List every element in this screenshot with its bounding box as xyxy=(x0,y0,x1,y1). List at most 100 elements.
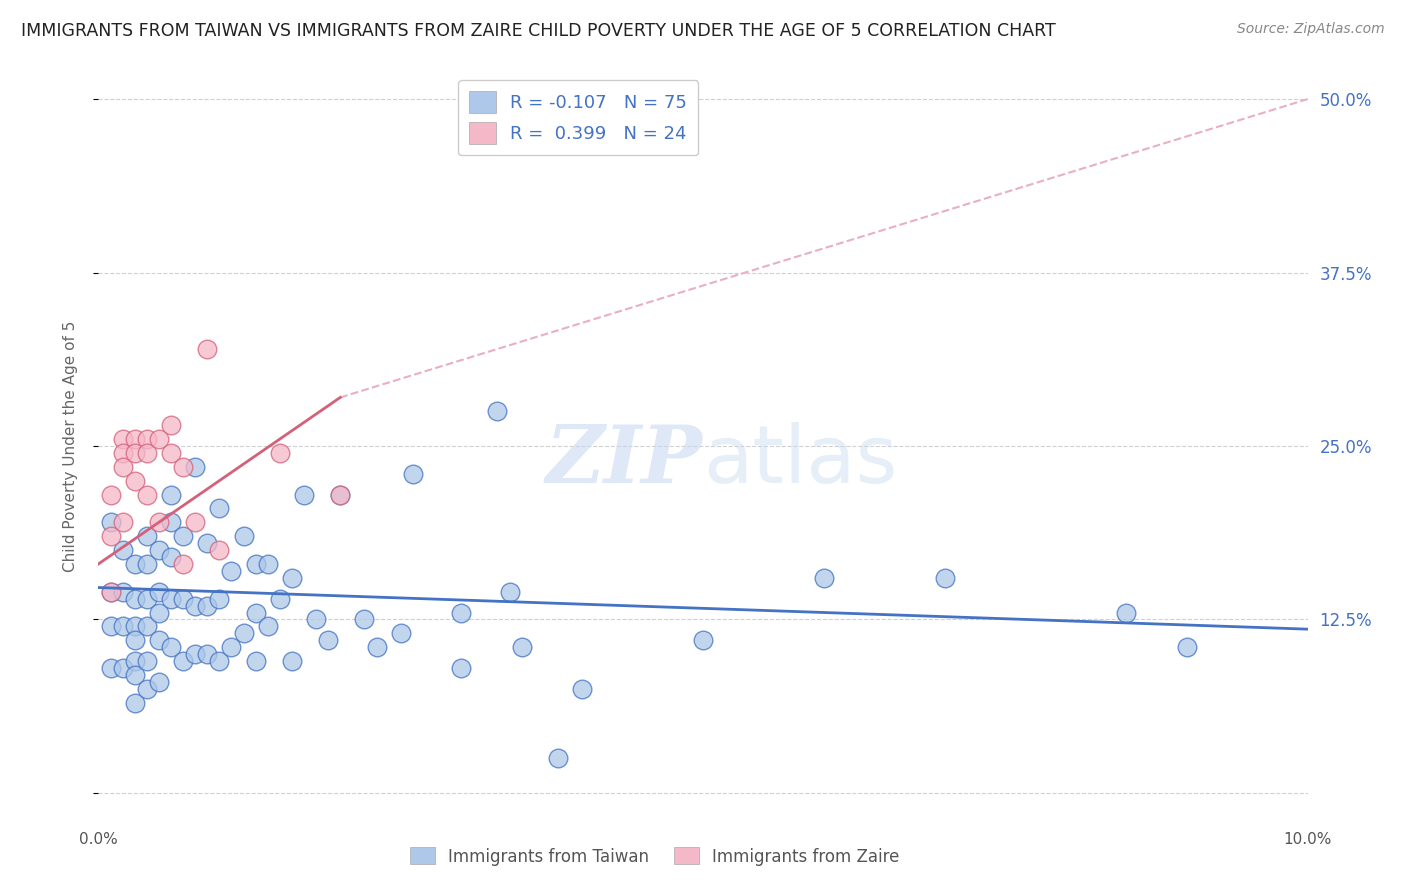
Point xyxy=(450,606,472,620)
Point xyxy=(135,487,157,501)
Point xyxy=(135,446,157,460)
Point xyxy=(292,487,315,501)
Point xyxy=(148,516,170,530)
Point xyxy=(547,751,569,765)
Point xyxy=(245,654,267,668)
Point xyxy=(208,543,231,558)
Point xyxy=(135,529,157,543)
Point xyxy=(221,564,243,578)
Point xyxy=(135,432,157,446)
Point xyxy=(172,459,194,474)
Point xyxy=(208,591,231,606)
Point xyxy=(160,549,183,564)
Point xyxy=(124,432,146,446)
Point xyxy=(172,529,194,543)
Point xyxy=(124,696,146,710)
Point xyxy=(366,640,388,655)
Point xyxy=(498,584,520,599)
Point xyxy=(232,529,254,543)
Point xyxy=(172,591,194,606)
Point xyxy=(281,654,304,668)
Text: atlas: atlas xyxy=(703,422,897,500)
Point xyxy=(124,633,146,648)
Point xyxy=(160,446,183,460)
Point xyxy=(160,516,183,530)
Text: ZIP: ZIP xyxy=(546,422,703,500)
Point xyxy=(195,599,218,613)
Point xyxy=(100,516,122,530)
Point xyxy=(100,584,122,599)
Point xyxy=(571,681,593,696)
Point xyxy=(486,404,509,418)
Point xyxy=(208,654,231,668)
Point xyxy=(316,633,339,648)
Point xyxy=(100,487,122,501)
Point xyxy=(1115,606,1137,620)
Point xyxy=(208,501,231,516)
Point xyxy=(389,626,412,640)
Point xyxy=(305,612,328,626)
Point xyxy=(148,432,170,446)
Point xyxy=(245,606,267,620)
Point xyxy=(111,432,134,446)
Y-axis label: Child Poverty Under the Age of 5: Child Poverty Under the Age of 5 xyxy=(63,320,77,572)
Point xyxy=(124,591,146,606)
Point xyxy=(135,557,157,571)
Point xyxy=(329,487,352,501)
Point xyxy=(124,557,146,571)
Point xyxy=(195,647,218,661)
Point xyxy=(124,654,146,668)
Point xyxy=(148,606,170,620)
Point xyxy=(160,640,183,655)
Point xyxy=(111,516,134,530)
Point xyxy=(172,557,194,571)
Point xyxy=(111,661,134,675)
Point xyxy=(934,571,956,585)
Point xyxy=(813,571,835,585)
Legend: Immigrants from Taiwan, Immigrants from Zaire: Immigrants from Taiwan, Immigrants from … xyxy=(404,841,907,872)
Point xyxy=(100,661,122,675)
Point xyxy=(124,446,146,460)
Text: Source: ZipAtlas.com: Source: ZipAtlas.com xyxy=(1237,22,1385,37)
Point xyxy=(135,654,157,668)
Point xyxy=(329,487,352,501)
Point xyxy=(221,640,243,655)
Point xyxy=(1175,640,1198,655)
Point xyxy=(148,543,170,558)
Point xyxy=(135,681,157,696)
Point xyxy=(135,619,157,633)
Point xyxy=(111,619,134,633)
Point xyxy=(111,584,134,599)
Point xyxy=(100,529,122,543)
Point xyxy=(269,446,291,460)
Text: IMMIGRANTS FROM TAIWAN VS IMMIGRANTS FROM ZAIRE CHILD POVERTY UNDER THE AGE OF 5: IMMIGRANTS FROM TAIWAN VS IMMIGRANTS FRO… xyxy=(21,22,1056,40)
Point xyxy=(245,557,267,571)
Point xyxy=(195,536,218,550)
Point xyxy=(184,599,207,613)
Point xyxy=(281,571,304,585)
Point xyxy=(111,543,134,558)
Point xyxy=(232,626,254,640)
Point xyxy=(256,619,278,633)
Point xyxy=(124,619,146,633)
Point xyxy=(111,459,134,474)
Point xyxy=(100,619,122,633)
Point xyxy=(148,674,170,689)
Point xyxy=(184,516,207,530)
Point xyxy=(135,591,157,606)
Point xyxy=(124,668,146,682)
Point xyxy=(124,474,146,488)
Point xyxy=(195,342,218,356)
Point xyxy=(269,591,291,606)
Point xyxy=(353,612,375,626)
Point xyxy=(184,459,207,474)
Point xyxy=(160,418,183,433)
Point xyxy=(100,584,122,599)
Point xyxy=(111,446,134,460)
Point xyxy=(450,661,472,675)
Point xyxy=(172,654,194,668)
Point xyxy=(160,487,183,501)
Point xyxy=(256,557,278,571)
Point xyxy=(148,584,170,599)
Point xyxy=(160,591,183,606)
